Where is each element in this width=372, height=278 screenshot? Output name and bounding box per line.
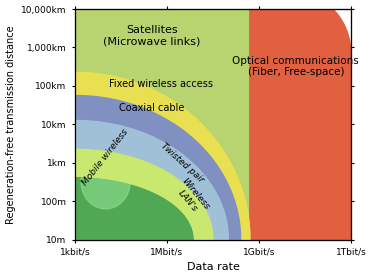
Text: Satellites
(Microwave links): Satellites (Microwave links) (103, 25, 201, 47)
Text: Wireless
LAN's: Wireless LAN's (172, 177, 211, 218)
Polygon shape (75, 149, 213, 240)
Polygon shape (75, 9, 250, 240)
Text: Twisted pair: Twisted pair (159, 141, 206, 184)
Polygon shape (75, 73, 250, 240)
Polygon shape (81, 155, 130, 209)
Polygon shape (250, 9, 351, 240)
Polygon shape (75, 149, 213, 240)
Polygon shape (75, 96, 241, 240)
Polygon shape (75, 149, 213, 240)
Text: Coaxial cable: Coaxial cable (119, 103, 185, 113)
Polygon shape (75, 120, 228, 240)
Text: Fixed wireless access: Fixed wireless access (109, 79, 213, 89)
X-axis label: Data rate: Data rate (187, 262, 240, 272)
Text: Mobile wireless: Mobile wireless (81, 127, 131, 187)
Y-axis label: Regeneration-free transmission distance: Regeneration-free transmission distance (6, 25, 16, 224)
Polygon shape (75, 120, 228, 240)
Polygon shape (75, 73, 250, 240)
Text: Optical communications
(Fiber, Free-space): Optical communications (Fiber, Free-spac… (232, 56, 359, 78)
Polygon shape (75, 96, 241, 240)
